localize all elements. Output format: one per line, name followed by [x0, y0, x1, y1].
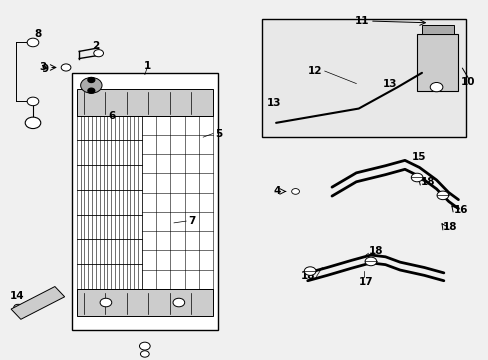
Text: 14: 14	[10, 291, 25, 301]
Text: 18: 18	[420, 177, 434, 187]
Text: 7: 7	[188, 216, 196, 226]
Text: 13: 13	[382, 78, 397, 89]
Bar	[77, 89, 212, 116]
Circle shape	[61, 64, 71, 71]
Circle shape	[94, 50, 103, 57]
Circle shape	[25, 117, 41, 129]
Circle shape	[88, 88, 95, 93]
Text: 6: 6	[108, 111, 116, 121]
Text: 5: 5	[215, 129, 222, 139]
Text: 8: 8	[34, 28, 41, 39]
Circle shape	[291, 189, 299, 194]
Text: 12: 12	[307, 66, 322, 76]
Text: 16: 16	[453, 205, 467, 215]
Circle shape	[365, 257, 376, 266]
Bar	[421, 24, 453, 33]
Circle shape	[429, 82, 442, 92]
Circle shape	[436, 191, 448, 200]
Text: 18: 18	[300, 271, 314, 282]
Circle shape	[100, 298, 112, 307]
Text: 4: 4	[273, 186, 281, 197]
Text: 18: 18	[442, 222, 456, 232]
Text: 3: 3	[39, 63, 46, 72]
Text: 17: 17	[358, 277, 373, 287]
Text: 18: 18	[368, 247, 382, 256]
Bar	[77, 289, 212, 316]
Bar	[72, 73, 217, 330]
Text: 11: 11	[354, 16, 369, 26]
Circle shape	[304, 267, 315, 275]
Text: 13: 13	[266, 98, 280, 108]
Circle shape	[140, 351, 149, 357]
Circle shape	[27, 38, 39, 47]
Text: 10: 10	[460, 77, 474, 87]
Text: 1: 1	[143, 61, 151, 71]
Circle shape	[27, 97, 39, 106]
Circle shape	[173, 298, 184, 307]
Text: 15: 15	[411, 152, 426, 162]
Text: 2: 2	[92, 41, 100, 51]
Text: 9: 9	[41, 64, 49, 74]
Circle shape	[81, 77, 102, 93]
Circle shape	[139, 342, 150, 350]
Ellipse shape	[14, 304, 28, 316]
Circle shape	[88, 77, 95, 82]
Bar	[416, 33, 458, 91]
Bar	[11, 287, 64, 319]
Circle shape	[410, 173, 422, 182]
Bar	[261, 19, 465, 137]
